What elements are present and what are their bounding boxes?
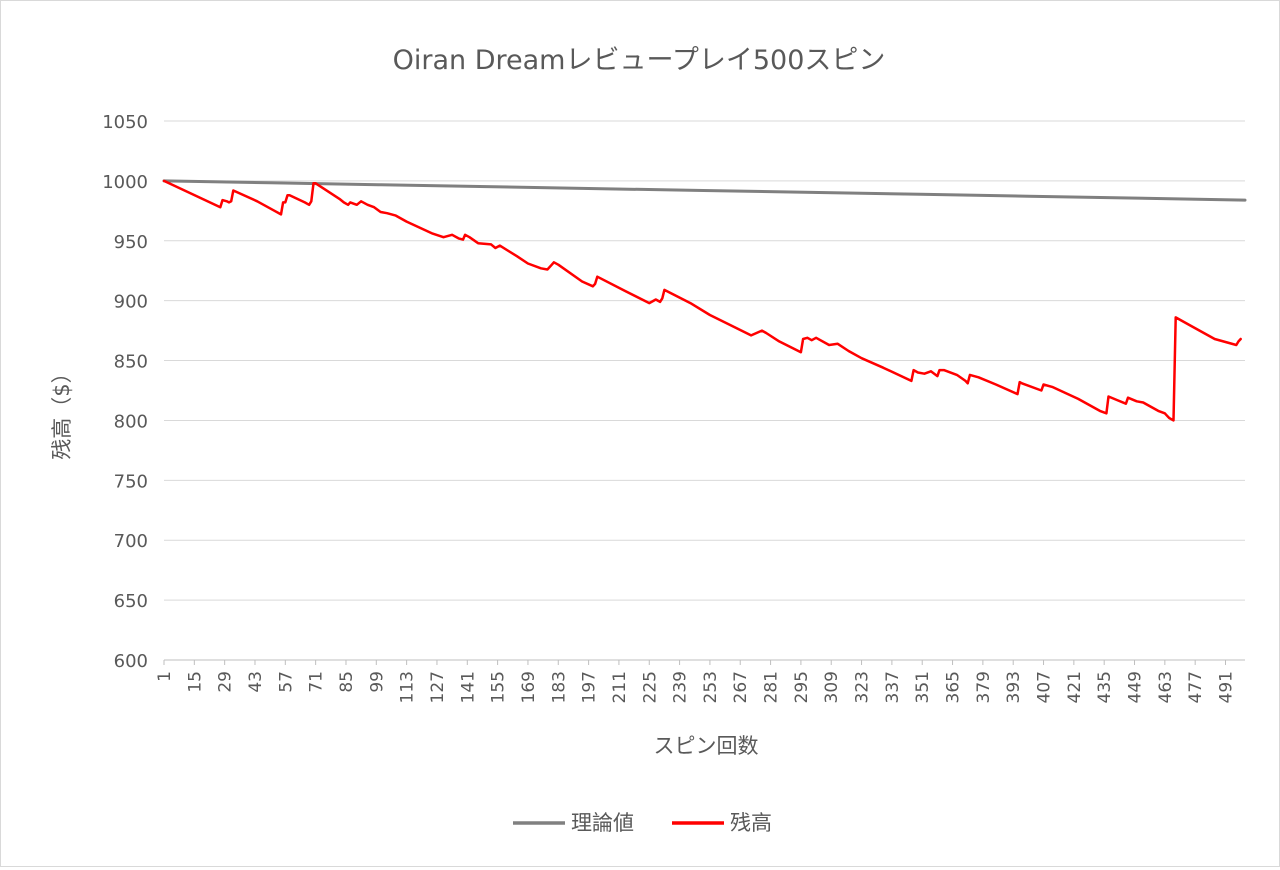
y-tick-label: 900: [114, 292, 148, 313]
x-tick-label: 155: [489, 671, 509, 703]
x-tick-label: 351: [913, 671, 933, 703]
series-line-1: [162, 179, 1247, 202]
y-tick-labels: 600 650 700 750 800 850 900 950 1000 1050: [102, 112, 148, 672]
x-tick-label: 57: [276, 671, 296, 693]
x-tick-label: 15: [185, 671, 205, 693]
x-tick-label: 323: [853, 671, 873, 703]
x-tick-label: 393: [1004, 671, 1024, 703]
y-tick-label: 600: [114, 651, 148, 672]
x-tick-label: 435: [1095, 671, 1115, 703]
x-tick-label: 141: [458, 671, 478, 703]
x-tick-label: 1: [155, 671, 175, 682]
x-tick-label: 113: [398, 671, 418, 703]
x-tick-label: 365: [944, 671, 964, 703]
x-tick-label: 71: [307, 671, 327, 693]
y-tick-label: 950: [114, 232, 148, 253]
x-tick-label: 449: [1126, 671, 1146, 703]
x-tick-label: 491: [1217, 671, 1237, 703]
legend-label-2: 残高: [730, 811, 772, 835]
x-tick-label: 253: [701, 671, 721, 703]
x-tick-labels: 1 15 29 43 57 71 85 99 113 127 141 155 169 183 197 211 2…: [155, 660, 1237, 703]
grid-lines: [164, 120, 1245, 661]
x-tick-label: 127: [428, 671, 448, 703]
x-tick-label: 29: [216, 671, 236, 693]
x-tick-label: 99: [367, 671, 387, 693]
y-tick-label: 750: [114, 471, 148, 492]
y-tick-label: 1000: [102, 172, 148, 193]
x-tick-label: 477: [1186, 671, 1206, 703]
x-tick-label: 183: [549, 671, 569, 703]
x-tick-label: 295: [792, 671, 812, 703]
x-axis-label: スピン回数: [654, 734, 759, 758]
x-tick-label: 407: [1035, 671, 1055, 703]
x-tick-label: 281: [762, 671, 782, 703]
y-tick-label: 1050: [102, 112, 148, 133]
y-tick-label: 800: [114, 411, 148, 432]
y-tick-label: 650: [114, 591, 148, 612]
x-tick-label: 337: [883, 671, 903, 703]
x-tick-label: 43: [246, 671, 266, 693]
x-tick-label: 463: [1156, 671, 1176, 703]
x-tick-label: 309: [822, 671, 842, 703]
series-line-2: [162, 179, 1242, 422]
y-tick-label: 850: [114, 352, 148, 373]
y-axis-label: 残高（$）: [50, 362, 74, 459]
series-lines: [162, 179, 1247, 422]
x-tick-label: 85: [337, 671, 357, 693]
x-tick-label: 421: [1065, 671, 1085, 703]
x-tick-label: 267: [731, 671, 751, 703]
y-tick-label: 700: [114, 531, 148, 552]
x-tick-label: 225: [640, 671, 660, 703]
x-tick-label: 169: [519, 671, 539, 703]
legend-label-1: 理論値: [571, 811, 634, 835]
legend: 理論値 残高: [513, 811, 772, 835]
x-tick-label: 239: [671, 671, 691, 703]
chart-title: Oiran Dreamレビュープレイ500スピン: [393, 45, 886, 76]
x-tick-label: 197: [580, 671, 600, 703]
x-tick-label: 211: [610, 671, 630, 703]
x-tick-label: 379: [974, 671, 994, 703]
